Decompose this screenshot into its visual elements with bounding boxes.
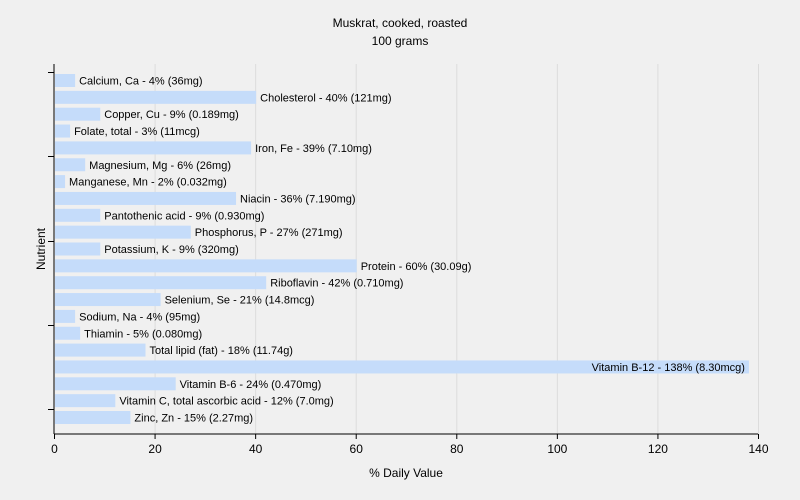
bar bbox=[55, 191, 237, 205]
bar bbox=[55, 242, 101, 256]
bar-label: Protein - 60% (30.09g) bbox=[361, 261, 472, 273]
x-tick-label: 100 bbox=[547, 442, 567, 456]
bar bbox=[55, 90, 257, 104]
x-tick-label: 60 bbox=[350, 442, 364, 456]
bar-label: Riboflavin - 42% (0.710mg) bbox=[270, 278, 403, 290]
bar-label: Magnesium, Mg - 6% (26mg) bbox=[89, 160, 231, 172]
bar-label: Cholesterol - 40% (121mg) bbox=[260, 92, 391, 104]
bar-label: Vitamin B-12 - 138% (8.30mcg) bbox=[592, 362, 745, 374]
bar-label: Folate, total - 3% (11mcg) bbox=[74, 126, 200, 138]
x-axis-label: % Daily Value bbox=[369, 466, 443, 480]
bar bbox=[55, 394, 116, 408]
bars: Calcium, Ca - 4% (36mg) Cholesterol - 40%… bbox=[55, 74, 749, 425]
bar bbox=[55, 208, 101, 222]
bar-label: Niacin - 36% (7.190mg) bbox=[240, 193, 356, 205]
bar bbox=[55, 225, 191, 239]
bar bbox=[55, 259, 357, 273]
bar-label: Vitamin B-6 - 24% (0.470mg) bbox=[180, 379, 322, 391]
bar bbox=[55, 343, 146, 357]
bar bbox=[55, 124, 71, 138]
x-tick-label: 140 bbox=[748, 442, 768, 456]
x-tick-label: 80 bbox=[450, 442, 464, 456]
x-tick-label: 120 bbox=[648, 442, 668, 456]
bar-label: Calcium, Ca - 4% (36mg) bbox=[79, 76, 202, 88]
bar-label: Zinc, Zn - 15% (2.27mg) bbox=[134, 413, 253, 425]
x-ticks: 0 20 40 60 80 100 120 140 bbox=[51, 434, 769, 456]
bar bbox=[55, 141, 252, 155]
bar-label: Vitamin C, total ascorbic acid - 12% (7.… bbox=[119, 396, 333, 408]
bar bbox=[55, 276, 267, 290]
bar bbox=[55, 326, 81, 340]
chart-title: Muskrat, cooked, roasted bbox=[333, 16, 468, 30]
bar-label: Selenium, Se - 21% (14.8mcg) bbox=[165, 295, 315, 307]
bar-label: Phosphorus, P - 27% (271mg) bbox=[195, 227, 343, 239]
bar bbox=[55, 158, 86, 172]
bar bbox=[55, 309, 76, 323]
bar-label: Potassium, K - 9% (320mg) bbox=[104, 244, 239, 256]
bar-label: Pantothenic acid - 9% (0.930mg) bbox=[104, 210, 264, 222]
bar bbox=[55, 377, 176, 391]
bar-label: Thiamin - 5% (0.080mg) bbox=[84, 328, 202, 340]
bar bbox=[55, 293, 161, 307]
bar bbox=[55, 360, 749, 374]
bar-label: Iron, Fe - 39% (7.10mg) bbox=[255, 143, 372, 155]
x-tick-label: 0 bbox=[51, 442, 58, 456]
y-axis-label: Nutrient bbox=[34, 227, 48, 270]
bar-label: Manganese, Mn - 2% (0.032mg) bbox=[69, 177, 227, 189]
bar bbox=[55, 411, 131, 424]
x-tick-label: 20 bbox=[148, 442, 162, 456]
chart-subtitle: 100 grams bbox=[372, 34, 429, 48]
bar-label: Total lipid (fat) - 18% (11.74g) bbox=[150, 345, 293, 357]
bar bbox=[55, 175, 66, 189]
axes bbox=[48, 64, 758, 435]
x-tick-label: 40 bbox=[249, 442, 263, 456]
bar-label: Copper, Cu - 9% (0.189mg) bbox=[104, 109, 239, 121]
bar bbox=[55, 74, 76, 87]
bar-label: Sodium, Na - 4% (95mg) bbox=[79, 311, 200, 323]
bar bbox=[55, 107, 101, 121]
